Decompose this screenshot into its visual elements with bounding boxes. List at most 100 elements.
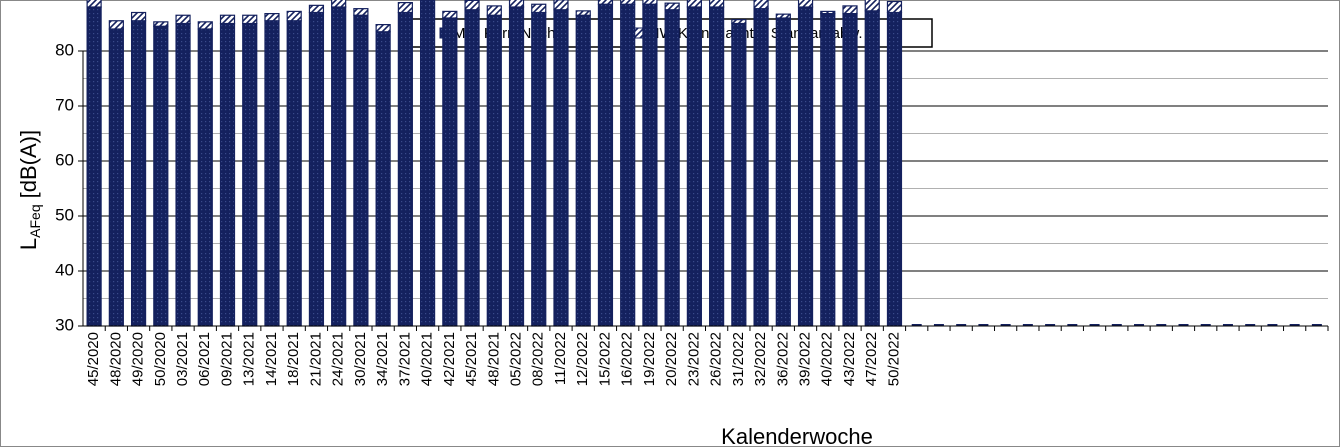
bar-segment: [375, 31, 391, 327]
bar-segment: [419, 0, 436, 327]
x-tick-label: 45/2020: [85, 332, 102, 386]
y-label-unit: [dB(A)]: [16, 130, 41, 198]
x-tick-label: 37/2021: [396, 332, 413, 386]
bar-segment: [508, 0, 525, 8]
bar-segment: [108, 28, 124, 327]
x-tick-label: 03/2021: [174, 332, 191, 386]
bar-segment: [464, 0, 480, 11]
y-tick-label: 30: [55, 315, 74, 334]
bar-segment: [553, 9, 569, 327]
bar-segment: [219, 22, 236, 327]
bar-segment: [331, 6, 347, 327]
x-tick-label: 23/2022: [685, 332, 702, 386]
x-tick-label: 18/2021: [285, 332, 302, 386]
bar-segment: [842, 5, 858, 15]
bar-segment: [886, 0, 903, 14]
x-tick-label: 34/2021: [374, 332, 391, 386]
x-tick-label: 24/2021: [330, 332, 347, 386]
bar-segment: [775, 17, 791, 327]
x-tick-label: 48/2020: [107, 332, 124, 386]
bar-segment: [686, 6, 702, 327]
bar-segment: [842, 13, 858, 327]
y-tick-label: 80: [55, 40, 74, 59]
bar-segment: [242, 22, 258, 327]
bar-segment: [86, 6, 102, 327]
bar-segment: [575, 14, 591, 327]
bar-segment: [620, 3, 636, 327]
x-tick-label: 09/2021: [218, 332, 235, 386]
x-tick-label: 14/2021: [263, 332, 280, 386]
y-tick-label: 70: [55, 95, 74, 114]
bar-segment: [597, 0, 614, 5]
bar-segment: [664, 2, 680, 11]
bar-segment: [175, 22, 191, 327]
bar-segment: [219, 14, 236, 25]
x-axis-label: Kalenderwoche: [721, 424, 873, 447]
bar-segment: [775, 13, 791, 19]
bar-segment: [753, 8, 769, 327]
x-tick-label: 36/2022: [774, 332, 791, 386]
bar-segment: [242, 14, 258, 25]
x-tick-label: 45/2021: [463, 332, 480, 386]
bar-segment: [153, 25, 169, 327]
y-axis-label: LAFeq [dB(A)]: [16, 130, 43, 250]
x-tick-label: 20/2022: [663, 332, 680, 386]
x-tick-label: 21/2021: [307, 332, 324, 386]
bar-segment: [508, 6, 525, 327]
x-tick-label: 15/2022: [596, 332, 613, 386]
bar-segment: [442, 10, 458, 19]
x-tick-label: 26/2022: [708, 332, 725, 386]
x-tick-label: 11/2022: [552, 332, 569, 385]
y-tick-label: 50: [55, 205, 74, 224]
bar-segment: [331, 0, 347, 8]
bar-segment: [753, 0, 769, 10]
bar-segment: [531, 3, 547, 14]
x-tick-label: 12/2022: [574, 332, 591, 386]
bar-segment: [130, 20, 147, 327]
bar-segment: [686, 0, 702, 8]
x-tick-label: 31/2022: [730, 332, 747, 386]
bar-segment: [86, 0, 102, 8]
bar-segment: [731, 22, 747, 327]
x-tick-label: 40/2022: [819, 332, 836, 386]
bar-segment: [353, 14, 369, 327]
bar-segment: [108, 20, 124, 30]
x-tick-label: 50/2022: [885, 332, 902, 386]
x-tick-label: 13/2021: [241, 332, 258, 386]
x-tick-label: 50/2020: [152, 332, 169, 386]
bar-segment: [731, 19, 747, 25]
bar-segment: [486, 5, 502, 16]
x-tick-label: 49/2020: [130, 332, 147, 386]
bar-segment: [797, 0, 814, 8]
x-tick-label: 05/2022: [507, 332, 524, 386]
bar-segment: [197, 21, 213, 30]
bar-segment: [442, 17, 458, 327]
bar-segment: [397, 11, 413, 327]
x-tick-label: 47/2022: [863, 332, 880, 386]
bar-segment: [820, 10, 836, 15]
y-label-sub: AFeq: [27, 204, 43, 237]
bar-segment: [264, 13, 280, 22]
x-tick-label: 16/2022: [619, 332, 636, 386]
x-tick-label: 39/2022: [797, 332, 814, 386]
bar-segment: [308, 11, 325, 327]
x-tick-label: 06/2021: [196, 332, 213, 386]
bar-segment: [375, 24, 391, 33]
bar-segment: [709, 0, 725, 8]
x-tick-label: 08/2022: [530, 332, 547, 386]
x-tick-label: 32/2022: [752, 332, 769, 386]
bar-segment: [642, 0, 658, 5]
bar-segment: [130, 11, 147, 22]
x-tick-label: 42/2021: [441, 332, 458, 386]
bar-segment: [597, 3, 614, 327]
bar-segment: [664, 9, 680, 327]
bar-segment: [286, 20, 302, 327]
bar-segment: [531, 11, 547, 327]
bar-segment: [197, 28, 213, 327]
x-tick-label: 43/2022: [841, 332, 858, 386]
bar-segment: [797, 6, 814, 327]
y-label-main: L: [16, 238, 41, 250]
x-tick-label: 40/2021: [419, 332, 436, 386]
y-tick-label: 60: [55, 150, 74, 169]
bar-segment: [175, 14, 191, 25]
